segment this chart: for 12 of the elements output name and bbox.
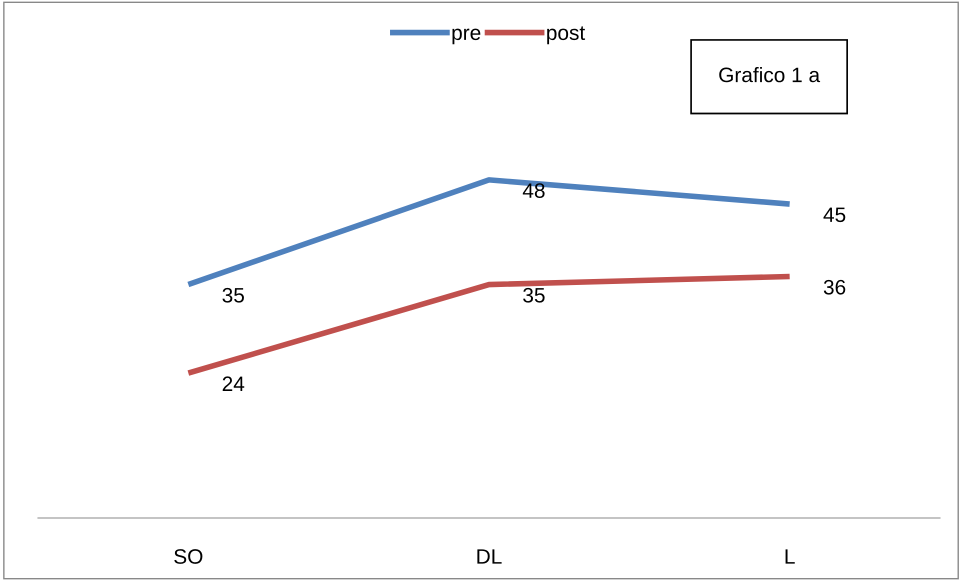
x-tick-label: DL: [477, 549, 502, 564]
legend-label: post: [547, 26, 586, 44]
data-label: 36: [824, 280, 846, 295]
text: Grafico 1 a: [719, 66, 820, 82]
data-label: 35: [523, 288, 545, 303]
x-tick-label: SO: [174, 549, 202, 564]
data-label: 24: [222, 376, 244, 391]
legend-label: pre: [452, 28, 480, 44]
data-label: 48: [522, 183, 545, 198]
data-label: 45: [823, 208, 846, 222]
x-tick-label: L: [786, 549, 795, 564]
data-label: 35: [222, 288, 244, 303]
